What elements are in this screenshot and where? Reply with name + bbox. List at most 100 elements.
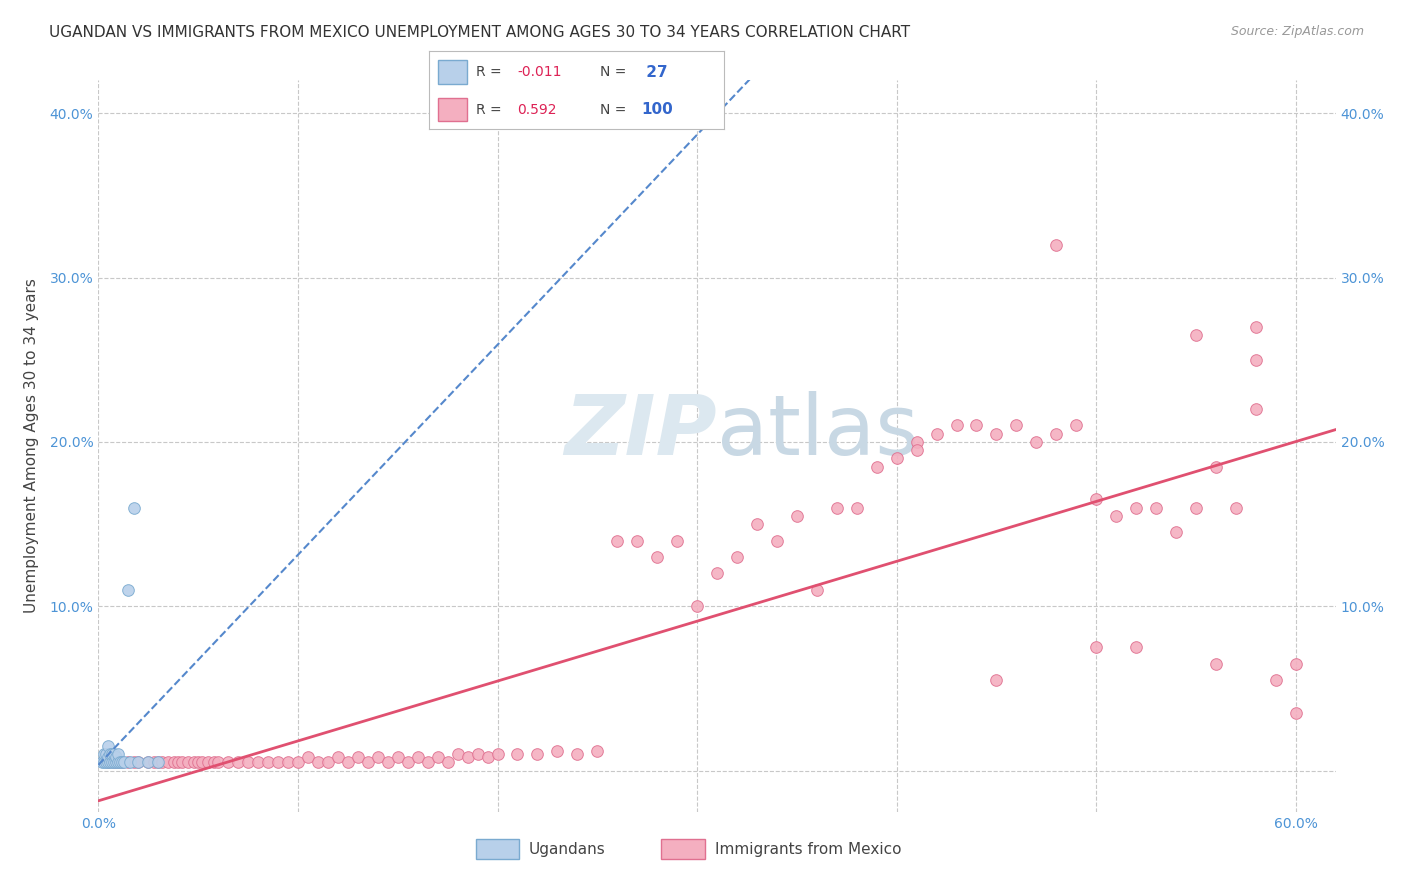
- Point: [103, 756, 125, 770]
- Point: [986, 426, 1008, 441]
- Point: [105, 750, 128, 764]
- Text: R =: R =: [477, 65, 506, 79]
- Point: [645, 549, 668, 564]
- Point: [1244, 352, 1267, 367]
- Point: [136, 756, 159, 770]
- Point: [217, 756, 239, 770]
- Point: [1085, 492, 1108, 507]
- Point: [986, 673, 1008, 688]
- Point: [127, 756, 149, 770]
- Bar: [437, 98, 467, 121]
- Point: [526, 747, 548, 762]
- Point: [925, 426, 948, 441]
- Point: [1005, 418, 1028, 433]
- Point: [606, 533, 628, 548]
- Point: [97, 756, 120, 770]
- Point: [93, 756, 115, 770]
- Point: [706, 566, 728, 581]
- Point: [966, 418, 988, 433]
- Point: [112, 756, 135, 770]
- Point: [197, 756, 219, 770]
- Point: [1064, 418, 1087, 433]
- Point: [1025, 434, 1047, 449]
- Point: [127, 756, 149, 770]
- Point: [101, 747, 124, 762]
- Point: [377, 756, 399, 770]
- Point: [143, 756, 166, 770]
- Point: [347, 750, 370, 764]
- Point: [103, 747, 125, 762]
- Point: [1205, 657, 1227, 671]
- Point: [172, 756, 194, 770]
- Point: [316, 756, 339, 770]
- Point: [357, 756, 380, 770]
- Point: [287, 756, 309, 770]
- Point: [105, 756, 128, 770]
- Point: [107, 747, 129, 762]
- Text: Immigrants from Mexico: Immigrants from Mexico: [714, 841, 901, 856]
- Point: [477, 750, 499, 764]
- Point: [1244, 402, 1267, 417]
- Point: [163, 756, 186, 770]
- Point: [110, 756, 132, 770]
- Point: [187, 756, 209, 770]
- Text: 100: 100: [641, 103, 673, 117]
- Point: [1185, 500, 1208, 515]
- Point: [436, 756, 458, 770]
- Text: R =: R =: [477, 103, 506, 117]
- Point: [124, 500, 146, 515]
- Point: [96, 756, 118, 770]
- Point: [117, 756, 139, 770]
- Text: N =: N =: [600, 103, 631, 117]
- Point: [426, 750, 449, 764]
- Point: [120, 756, 142, 770]
- Point: [277, 756, 299, 770]
- Point: [236, 756, 259, 770]
- Point: [157, 756, 180, 770]
- Point: [100, 756, 122, 770]
- Point: [97, 739, 120, 753]
- Point: [191, 756, 214, 770]
- Point: [207, 756, 229, 770]
- Point: [117, 582, 139, 597]
- Point: [1285, 657, 1308, 671]
- Point: [666, 533, 689, 548]
- Point: [257, 756, 280, 770]
- Point: [267, 756, 290, 770]
- Point: [307, 756, 329, 770]
- Bar: [661, 838, 704, 859]
- Point: [97, 756, 120, 770]
- Point: [905, 434, 928, 449]
- Point: [626, 533, 648, 548]
- Point: [1125, 500, 1147, 515]
- Point: [1225, 500, 1247, 515]
- Point: [416, 756, 439, 770]
- Point: [446, 747, 468, 762]
- Y-axis label: Unemployment Among Ages 30 to 34 years: Unemployment Among Ages 30 to 34 years: [24, 278, 38, 614]
- Point: [866, 459, 889, 474]
- Point: [396, 756, 419, 770]
- Point: [567, 747, 589, 762]
- Text: N =: N =: [600, 65, 631, 79]
- Text: atlas: atlas: [717, 391, 918, 472]
- Point: [506, 747, 529, 762]
- Point: [1045, 426, 1067, 441]
- Point: [1205, 459, 1227, 474]
- Point: [247, 756, 270, 770]
- Point: [1164, 525, 1187, 540]
- Point: [326, 750, 349, 764]
- Point: [686, 599, 709, 614]
- Text: Source: ZipAtlas.com: Source: ZipAtlas.com: [1230, 25, 1364, 38]
- Point: [945, 418, 967, 433]
- Text: 0.592: 0.592: [517, 103, 557, 117]
- Point: [467, 747, 489, 762]
- Point: [107, 756, 129, 770]
- Point: [825, 500, 848, 515]
- Point: [297, 750, 319, 764]
- Point: [93, 747, 115, 762]
- Point: [905, 443, 928, 458]
- Point: [336, 756, 359, 770]
- Point: [124, 756, 146, 770]
- Point: [100, 747, 122, 762]
- Point: [91, 756, 114, 770]
